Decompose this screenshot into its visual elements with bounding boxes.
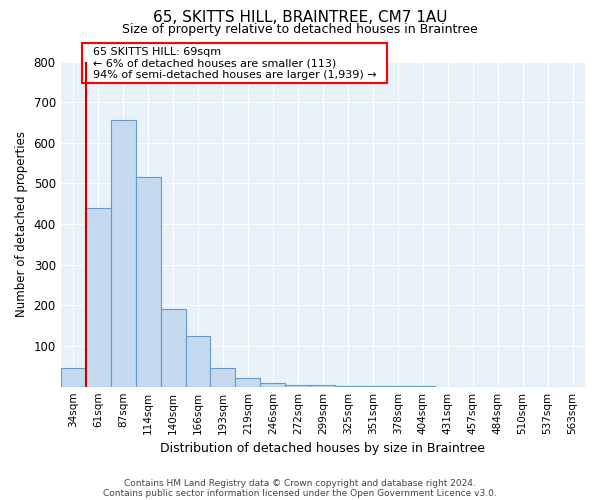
X-axis label: Distribution of detached houses by size in Braintree: Distribution of detached houses by size …: [160, 442, 485, 455]
Y-axis label: Number of detached properties: Number of detached properties: [15, 131, 28, 317]
Text: Size of property relative to detached houses in Braintree: Size of property relative to detached ho…: [122, 22, 478, 36]
Bar: [235, 378, 260, 386]
Text: Contains public sector information licensed under the Open Government Licence v3: Contains public sector information licen…: [103, 488, 497, 498]
Bar: [61, 368, 86, 386]
Bar: [161, 310, 185, 386]
Bar: [211, 368, 235, 386]
Bar: [185, 336, 211, 386]
Bar: [86, 208, 110, 386]
Bar: [286, 384, 310, 386]
Bar: [110, 120, 136, 386]
Text: Contains HM Land Registry data © Crown copyright and database right 2024.: Contains HM Land Registry data © Crown c…: [124, 478, 476, 488]
Text: 65 SKITTS HILL: 69sqm  
  ← 6% of detached houses are smaller (113)  
  94% of s: 65 SKITTS HILL: 69sqm ← 6% of detached h…: [86, 46, 383, 80]
Text: 65, SKITTS HILL, BRAINTREE, CM7 1AU: 65, SKITTS HILL, BRAINTREE, CM7 1AU: [153, 10, 447, 25]
Bar: [136, 178, 161, 386]
Bar: [260, 382, 286, 386]
